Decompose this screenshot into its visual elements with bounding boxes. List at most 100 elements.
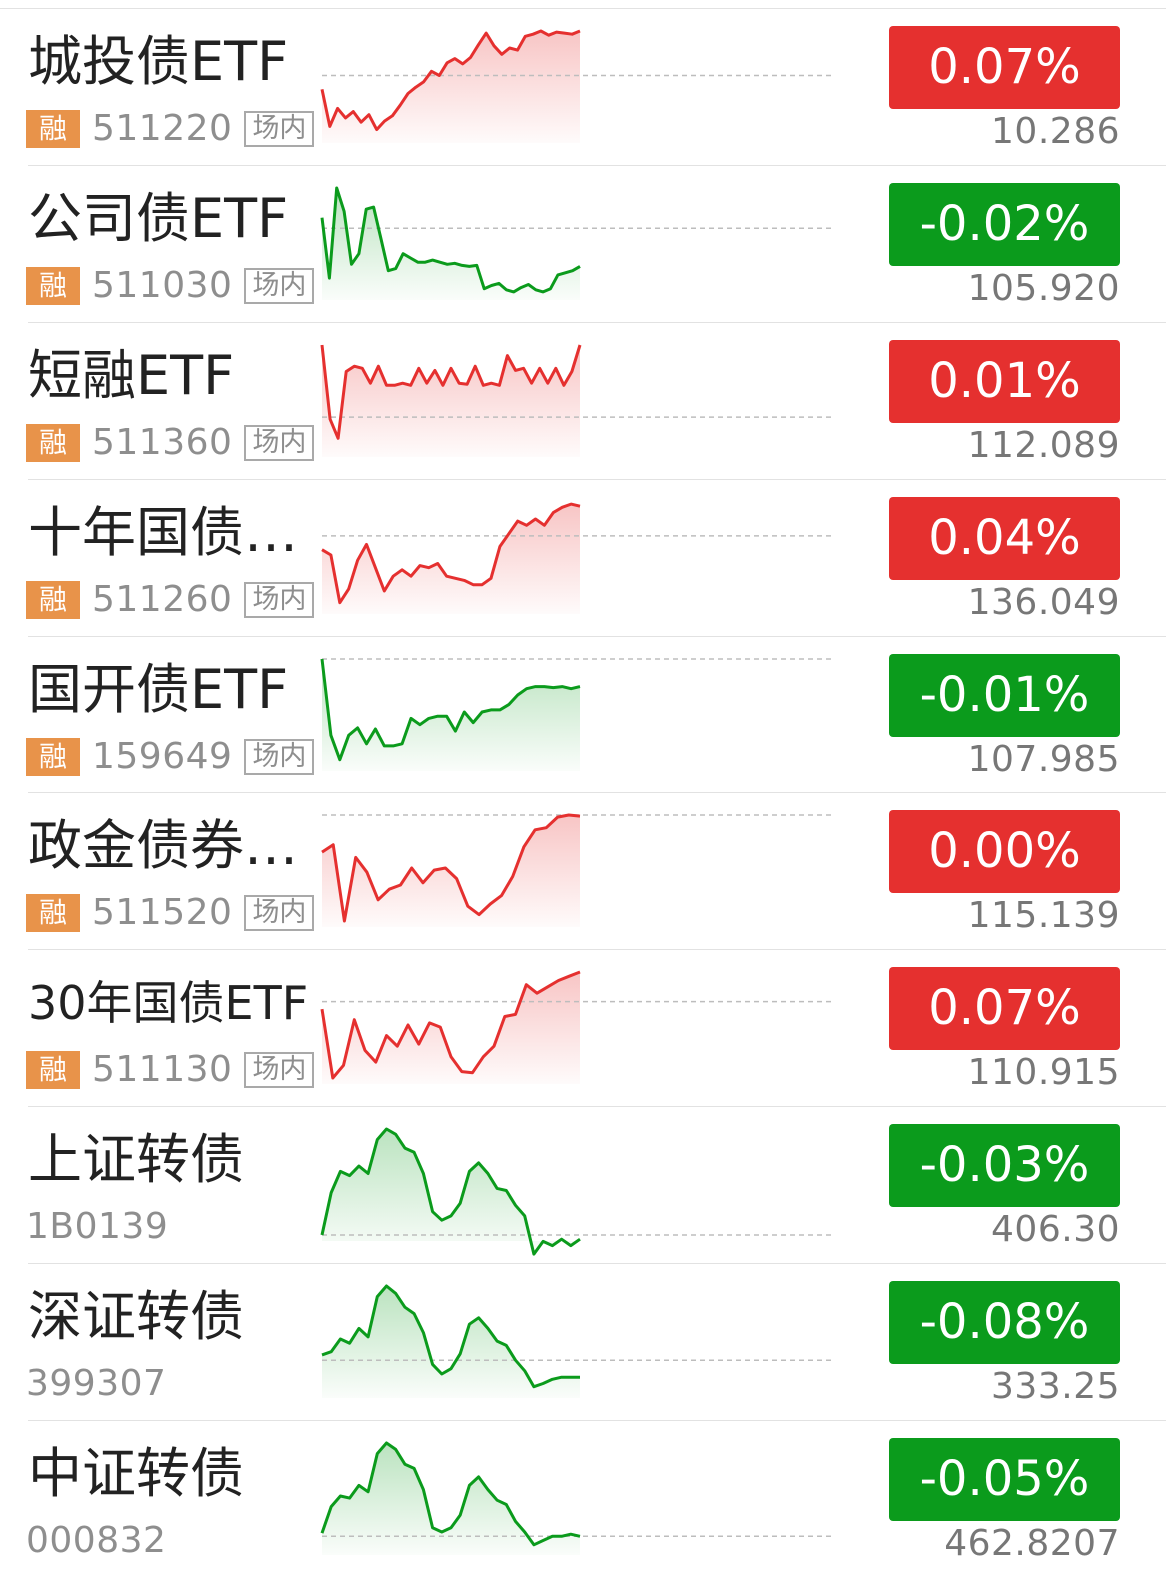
sparkline-line	[321, 813, 581, 923]
exchange-tag: 场内	[244, 424, 315, 461]
quote-row[interactable]: 短融ETF 融 511360 场内 0.01% 112.089	[0, 323, 1166, 480]
quote-row[interactable]: 政金债券ETF 融 511520 场内 0.00% 115.139	[0, 793, 1166, 951]
sparkline-area	[322, 658, 580, 771]
exchange-tag: 场内	[244, 267, 315, 304]
change-percent-button[interactable]: 0.07%	[889, 26, 1120, 109]
security-meta: 000832	[26, 1519, 166, 1563]
last-price: 107.985	[967, 738, 1120, 780]
quote-row[interactable]: 30年国债ETF 融 511130 场内 0.07% 110.915	[0, 950, 1166, 1108]
sparkline-area	[322, 31, 580, 143]
last-price: 333.25	[991, 1366, 1120, 1408]
security-meta: 1B0139	[26, 1205, 168, 1249]
last-price: 10.286	[991, 111, 1120, 152]
security-name: 城投债ETF	[28, 31, 289, 93]
intraday-sparkline	[320, 29, 832, 143]
sparkline-area	[322, 187, 580, 300]
security-meta: 融 511520 场内	[26, 891, 315, 935]
security-name: 30年国债ETF	[28, 976, 309, 1031]
sparkline-line	[320, 1127, 581, 1256]
security-name: 中证转债	[28, 1443, 244, 1506]
intraday-sparkline	[320, 1127, 832, 1256]
margin-badge: 融	[26, 894, 80, 933]
security-code: 511360	[92, 421, 233, 463]
security-name: 深证转债	[28, 1286, 244, 1349]
change-percent-button[interactable]: -0.02%	[889, 182, 1120, 266]
exchange-tag: 场内	[244, 111, 315, 147]
quote-row[interactable]: 国开债ETF 融 159649 场内 -0.01% 107.985	[0, 637, 1166, 794]
quote-row[interactable]: 上证转债 1B0139 -0.03% 406.30	[0, 1107, 1166, 1265]
change-percent-button[interactable]: -0.08%	[889, 1281, 1120, 1365]
change-percent-button[interactable]: 0.07%	[889, 967, 1120, 1051]
change-percent-button[interactable]: -0.01%	[889, 653, 1120, 737]
security-meta: 融 511030 场内	[26, 264, 315, 308]
security-code: 511520	[92, 892, 233, 934]
margin-badge: 融	[26, 110, 80, 148]
sparkline-area	[322, 1443, 580, 1556]
quote-row[interactable]: 十年国债ETF 融 511260 场内 0.04% 136.049	[0, 480, 1166, 637]
sparkline-area	[322, 815, 580, 928]
intraday-sparkline	[321, 1284, 832, 1399]
margin-badge: 融	[26, 423, 80, 462]
security-name: 上证转债	[28, 1129, 244, 1192]
security-meta: 融 511220 场内	[26, 107, 315, 151]
security-meta: 399307	[26, 1362, 166, 1406]
security-code: 399307	[26, 1363, 167, 1405]
security-meta: 融 511130 场内	[26, 1048, 315, 1092]
change-percent-button[interactable]: -0.05%	[889, 1438, 1120, 1522]
security-code: 511030	[92, 264, 233, 306]
intraday-sparkline	[320, 1441, 832, 1556]
quote-list: 城投债ETF 融 511220 场内 0.07% 10.286 公司债ETF 融 511030 场…	[0, 9, 1166, 1578]
security-name: 国开债ETF	[28, 658, 289, 721]
intraday-sparkline	[321, 813, 832, 928]
exchange-tag: 场内	[244, 581, 315, 618]
security-code: 159649	[92, 735, 233, 777]
exchange-tag: 场内	[244, 1052, 315, 1089]
sparkline-line	[320, 1441, 581, 1547]
security-code: 000832	[26, 1520, 167, 1562]
last-price: 115.139	[967, 895, 1120, 937]
sparkline-area	[322, 344, 580, 457]
exchange-tag: 场内	[244, 738, 315, 775]
security-name: 政金债券ETF	[28, 815, 318, 878]
intraday-sparkline	[320, 344, 832, 457]
change-percent-button[interactable]: 0.00%	[889, 810, 1120, 894]
last-price: 136.049	[967, 581, 1120, 623]
quote-row[interactable]: 深证转债 399307 -0.08% 333.25	[0, 1264, 1166, 1421]
intraday-sparkline	[320, 186, 832, 300]
security-name: 公司债ETF	[28, 187, 289, 250]
sparkline-line	[320, 186, 581, 294]
quote-row[interactable]: 城投债ETF 融 511220 场内 0.07% 10.286	[0, 9, 1166, 166]
last-price: 406.30	[991, 1209, 1120, 1251]
change-percent-button[interactable]: 0.04%	[889, 496, 1120, 580]
security-code: 511130	[92, 1049, 233, 1091]
top-divider	[0, 8, 1166, 9]
security-code: 1B0139	[26, 1206, 169, 1248]
sparkline-line	[320, 970, 581, 1080]
sparkline-line	[320, 658, 581, 761]
last-price: 462.8207	[944, 1523, 1120, 1565]
last-price: 105.920	[967, 267, 1120, 309]
sparkline-line	[320, 29, 581, 132]
sparkline-area	[322, 503, 580, 614]
sparkline-line	[321, 1284, 580, 1389]
last-price: 112.089	[967, 424, 1120, 466]
margin-badge: 融	[26, 580, 80, 619]
intraday-sparkline	[321, 502, 832, 614]
margin-badge: 融	[26, 1051, 80, 1090]
quote-row[interactable]: 公司债ETF 融 511030 场内 -0.02% 105.920	[0, 166, 1166, 323]
security-meta: 融 159649 场内	[26, 735, 315, 779]
sparkline-area	[322, 1129, 580, 1255]
sparkline-line	[320, 344, 582, 440]
security-name: 十年国债ETF	[28, 501, 318, 564]
change-percent-button[interactable]: -0.03%	[889, 1124, 1120, 1208]
quote-row[interactable]: 中证转债 000832 -0.05% 462.8207	[0, 1421, 1166, 1578]
security-code: 511260	[92, 578, 233, 620]
security-code: 511220	[92, 108, 233, 149]
last-price: 110.915	[967, 1052, 1120, 1094]
sparkline-area	[322, 1286, 580, 1399]
change-percent-button[interactable]: 0.01%	[889, 339, 1120, 423]
margin-badge: 融	[26, 266, 80, 305]
exchange-tag: 场内	[244, 895, 315, 932]
security-meta: 融 511360 场内	[26, 421, 315, 465]
security-meta: 融 511260 场内	[26, 578, 315, 622]
